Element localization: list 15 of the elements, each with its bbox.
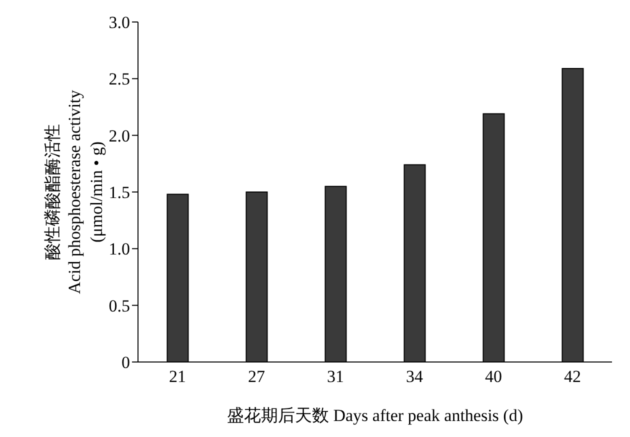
x-axis-title: 盛花期后天数 Days after peak anthesis (d): [226, 406, 524, 425]
y-axis-title: 酸性磷酸酯酶活性 Acid phosphoesterase activity (μmol/min • g): [43, 90, 106, 294]
x-tick-label: 21: [169, 367, 186, 386]
x-tick-label: 34: [406, 367, 424, 386]
y-tick-label: 1.5: [108, 183, 130, 202]
y-tick-label: 3.0: [108, 13, 130, 32]
x-tick-label: 31: [327, 367, 344, 386]
y-tick-label: 2.5: [108, 70, 130, 89]
y-tick-label: 1.0: [108, 240, 130, 259]
x-tick-label: 27: [248, 367, 266, 386]
y-tick-label: 2.0: [108, 126, 130, 146]
x-tick-label: 40: [485, 367, 502, 386]
x-tick-label: 42: [564, 367, 581, 386]
y-tick-label: 0: [122, 353, 130, 372]
y-tick-label: 0.5: [108, 296, 130, 316]
